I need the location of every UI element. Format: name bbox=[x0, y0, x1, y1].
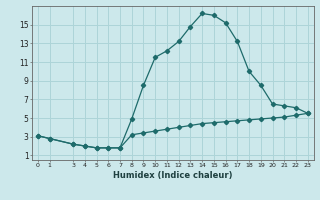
X-axis label: Humidex (Indice chaleur): Humidex (Indice chaleur) bbox=[113, 171, 233, 180]
